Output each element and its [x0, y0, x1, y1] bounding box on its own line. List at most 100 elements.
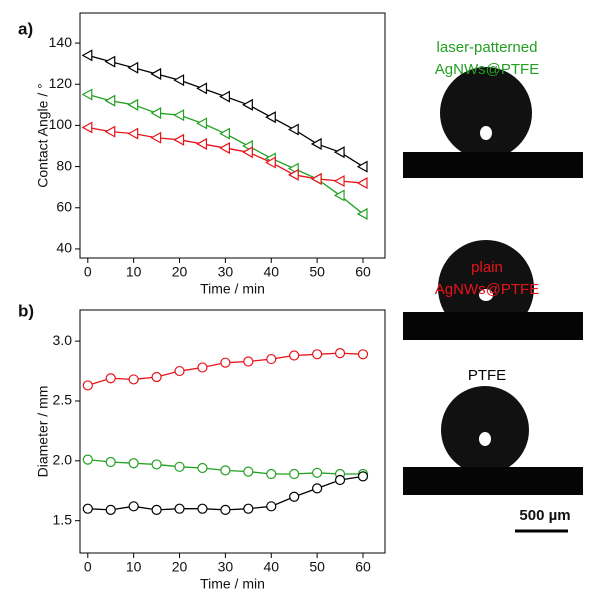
y-tick-label: 2.0 — [53, 452, 73, 468]
marker — [128, 501, 139, 512]
x-tick-label: 20 — [172, 264, 188, 280]
marker — [105, 373, 116, 384]
x-tick-label: 30 — [218, 559, 234, 575]
marker — [334, 474, 346, 486]
marker — [219, 142, 230, 155]
scale-bar-label: 500 µm — [519, 507, 570, 524]
x-tick-label: 40 — [263, 264, 279, 280]
droplet-highlight — [479, 289, 493, 301]
droplet-label: laser-patterned — [437, 39, 538, 56]
marker — [310, 172, 322, 185]
y-tick-label: 140 — [49, 34, 73, 50]
marker — [128, 374, 139, 385]
marker — [82, 380, 93, 391]
marker — [151, 504, 162, 516]
marker — [287, 123, 299, 136]
marker — [220, 504, 231, 516]
series-line — [87, 93, 364, 215]
marker — [334, 347, 346, 359]
x-tick-label: 10 — [126, 559, 142, 575]
marker — [266, 353, 277, 365]
y-tick-label: 3.0 — [53, 332, 73, 348]
marker — [174, 461, 185, 472]
droplet-highlight — [479, 432, 491, 446]
marker — [357, 349, 369, 360]
y-tick-label: 40 — [56, 240, 72, 256]
marker — [312, 349, 323, 360]
x-tick-label: 50 — [309, 264, 325, 280]
y-tick-label: 100 — [49, 116, 73, 132]
marker — [150, 67, 162, 80]
panel-label: b) — [18, 301, 34, 320]
substrate — [403, 152, 583, 178]
marker — [333, 189, 345, 202]
marker — [356, 177, 368, 190]
droplet-highlight — [480, 126, 492, 140]
substrate — [403, 467, 583, 495]
plot-frame — [79, 309, 386, 554]
x-tick-label: 20 — [172, 559, 188, 575]
marker — [265, 156, 276, 169]
marker — [174, 503, 185, 514]
marker — [356, 160, 368, 173]
marker — [128, 458, 139, 469]
marker — [104, 55, 116, 68]
droplet-photo — [403, 386, 583, 495]
droplet — [440, 67, 532, 159]
marker — [174, 365, 185, 377]
marker — [310, 137, 322, 150]
marker — [242, 98, 253, 111]
marker — [173, 133, 185, 146]
marker — [243, 356, 254, 367]
marker — [289, 491, 300, 502]
marker — [81, 121, 93, 134]
marker — [243, 466, 254, 477]
marker — [266, 468, 277, 480]
y-tick-label: 120 — [49, 75, 73, 91]
x-tick-label: 50 — [309, 559, 325, 575]
x-tick-label: 10 — [126, 264, 142, 280]
substrate — [403, 312, 583, 340]
marker — [196, 117, 208, 130]
droplet-label: plain — [471, 259, 503, 276]
marker — [197, 462, 208, 474]
marker — [104, 94, 116, 107]
marker — [173, 74, 185, 87]
marker — [127, 127, 139, 140]
marker — [82, 503, 93, 514]
y-tick-label: 1.5 — [53, 511, 73, 527]
marker — [150, 107, 162, 120]
marker — [289, 468, 300, 480]
marker — [173, 109, 185, 122]
marker — [81, 49, 93, 62]
marker — [220, 465, 231, 476]
marker — [219, 127, 230, 140]
marker — [289, 350, 300, 361]
y-tick-label: 2.5 — [53, 392, 73, 408]
x-axis-title: Time / min — [200, 281, 265, 297]
marker — [312, 483, 323, 494]
marker — [196, 137, 208, 150]
marker — [151, 459, 162, 470]
x-axis-title: Time / min — [200, 576, 265, 592]
droplet-label: AgNWs@PTFE — [435, 281, 539, 298]
marker — [197, 362, 208, 373]
marker — [287, 168, 299, 181]
panel-label: a) — [18, 19, 33, 38]
marker — [243, 503, 254, 514]
marker — [81, 88, 93, 101]
marker — [127, 98, 139, 111]
marker — [105, 456, 116, 468]
marker — [266, 501, 277, 512]
x-tick-label: 60 — [355, 264, 371, 280]
droplet-photo — [403, 67, 583, 178]
x-tick-label: 40 — [263, 559, 279, 575]
y-tick-label: 80 — [56, 157, 72, 173]
marker — [151, 371, 162, 383]
marker — [220, 357, 231, 368]
marker — [219, 90, 230, 103]
droplet-label: AgNWs@PTFE — [435, 61, 539, 78]
marker — [104, 125, 116, 138]
marker — [312, 467, 323, 478]
